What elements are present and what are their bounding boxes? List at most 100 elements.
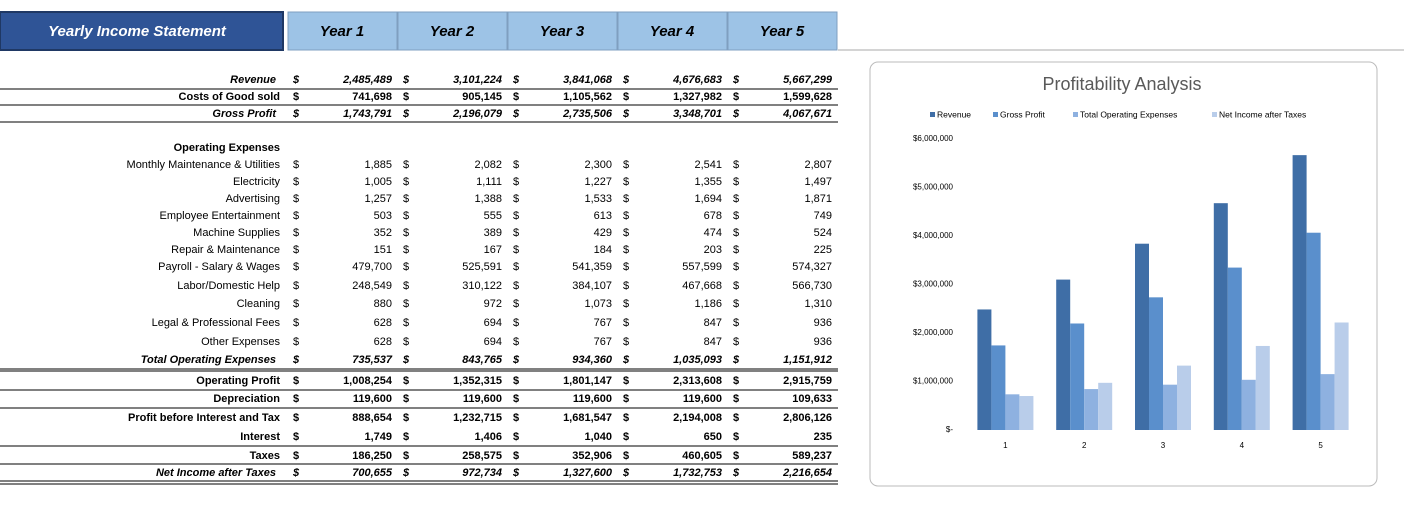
bar [977,309,992,430]
currency: $ [622,467,630,479]
bar [1213,203,1228,430]
legend-label: Revenue [937,109,971,119]
currency: $ [623,176,629,188]
row-label: Costs of Good sold [179,91,280,103]
currency: $ [512,108,520,120]
currency: $ [623,210,629,222]
row-label: Cleaning [237,298,280,310]
currency: $ [623,412,629,424]
bar [1241,379,1256,430]
cell-value: 574,327 [792,261,832,273]
row-label: Operating Expenses [174,142,280,154]
cell-value: 905,145 [462,91,502,103]
row-label: Legal & Professional Fees [152,317,281,329]
currency: $ [732,108,740,120]
cell-value: 389 [484,227,502,239]
cell-value: 589,237 [792,450,832,462]
cell-value: 2,807 [804,159,832,171]
year-header: Year 3 [540,23,585,40]
cell-value: 700,655 [352,467,393,479]
currency: $ [293,393,299,405]
cell-value: 1,327,982 [673,91,722,103]
bar [1019,396,1034,430]
cell-value: 767 [594,336,612,348]
currency: $ [513,91,519,103]
currency: $ [293,298,299,310]
cell-value: 1,694 [694,193,722,205]
currency: $ [293,261,299,273]
cell-value: 741,698 [352,91,392,103]
cell-value: 167 [484,244,502,256]
currency: $ [623,298,629,310]
legend-label: Net Income after Taxes [1219,109,1306,119]
cell-value: 767 [594,317,612,329]
cell-value: 2,194,008 [673,412,722,424]
cell-value: 151 [374,244,392,256]
cell-value: 847 [704,317,722,329]
cell-value: 972,734 [462,467,502,479]
cell-value: 1,732,753 [673,467,722,479]
cell-value: 1,388 [474,193,502,205]
year-header: Year 2 [430,23,475,40]
bar [1135,243,1149,430]
currency: $ [403,227,409,239]
cell-value: 628 [374,317,392,329]
currency: $ [292,74,300,86]
bar [1163,384,1177,430]
row-label: Payroll - Salary & Wages [158,261,280,273]
currency: $ [403,159,409,171]
currency: $ [733,375,739,387]
currency: $ [293,227,299,239]
legend-swatch [993,112,998,117]
cell-value: 934,360 [572,354,613,366]
year-cell [287,11,398,51]
cell-value: 119,600 [353,393,392,405]
currency: $ [733,176,739,188]
bar [1177,365,1191,430]
currency: $ [403,431,409,443]
y-tick-label: $3,000,000 [913,280,954,289]
currency: $ [623,393,629,405]
currency: $ [293,193,299,205]
currency: $ [402,74,410,86]
currency: $ [733,431,739,443]
row-label: Monthly Maintenance & Utilities [127,159,281,171]
currency: $ [623,375,629,387]
bar [1320,374,1335,430]
bar [991,345,1006,430]
cell-value: 1,232,715 [453,412,502,424]
cell-value: 1,105,562 [563,91,612,103]
currency: $ [403,336,409,348]
currency: $ [403,280,409,292]
cell-value: 3,101,224 [453,74,502,86]
y-tick-label: $1,000,000 [913,377,954,386]
currency: $ [293,176,299,188]
currency: $ [513,336,519,348]
bar [1005,394,1020,430]
row-label: Advertising [226,193,280,205]
currency: $ [403,91,409,103]
cell-value: 467,668 [682,280,722,292]
row-label: Profit before Interest and Tax [128,412,281,424]
cell-value: 109,633 [792,393,832,405]
currency: $ [733,393,739,405]
cell-value: 119,600 [463,393,502,405]
currency: $ [403,317,409,329]
currency: $ [513,393,519,405]
currency: $ [293,450,299,462]
cell-value: 310,122 [462,280,502,292]
cell-value: 1,406 [474,431,502,443]
currency: $ [293,412,299,424]
cell-value: 503 [374,210,392,222]
bar [1334,322,1349,430]
currency: $ [733,261,739,273]
currency: $ [293,280,299,292]
bar [1149,297,1163,430]
currency: $ [622,108,630,120]
bar [1084,389,1099,430]
cell-value: 1,327,600 [563,467,613,479]
row-label: Other Expenses [201,336,280,348]
sheet-title: Yearly Income Statement [48,23,227,40]
row-label: Net Income after Taxes [156,467,276,479]
